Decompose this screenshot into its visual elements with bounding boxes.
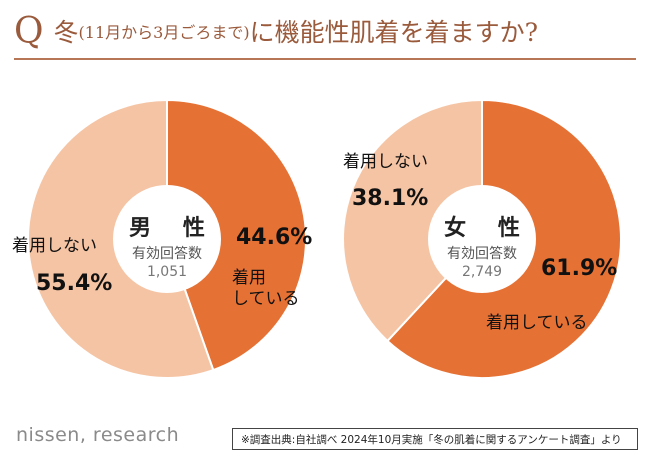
female-respondents-label: 有効回答数	[447, 246, 517, 262]
female-donut-hole	[428, 185, 536, 293]
female-center-label: 女 性 有効回答数 2,749	[432, 210, 532, 280]
source-note: ※調査出典:自社調べ 2024年10月実施「冬の肌着に関するアンケート調査」より	[232, 428, 638, 450]
male-center-label: 男 性 有効回答数 1,051	[117, 210, 217, 280]
male-respondents-label: 有効回答数	[132, 246, 202, 262]
male-not-wear-value: 55.4%	[36, 271, 113, 296]
female-wear-value: 61.9%	[541, 256, 618, 281]
male-donut-hole	[113, 185, 221, 293]
female-slice-not-wear	[342, 98, 483, 343]
female-wear-label: 着用している	[486, 313, 588, 333]
brand-logo: nissen, research	[16, 424, 180, 446]
q-mark: Q	[14, 10, 44, 52]
title-part2: に機能性肌着を着ますか?	[249, 18, 538, 47]
title-part1: 冬	[53, 18, 79, 47]
male-wear-label-line2: している	[232, 289, 300, 310]
header-rule	[14, 58, 636, 60]
female-not-wear-label: 着用しない	[343, 152, 428, 172]
male-wear-label: 着用 している	[232, 268, 300, 311]
male-respondents: 1,051	[146, 264, 188, 280]
female-title: 女 性	[444, 216, 532, 241]
male-title: 男 性	[129, 216, 217, 241]
female-not-wear-value: 38.1%	[352, 186, 429, 211]
male-wear-label-line1: 着用	[232, 268, 266, 288]
chart-header: Q 冬 (11月から3月ごろまで) に機能性肌着を着ますか?	[14, 8, 538, 54]
title-paren: (11月から3月ごろまで)	[78, 23, 250, 42]
male-slice-wear	[166, 98, 307, 372]
male-not-wear-label: 着用しない	[12, 236, 97, 256]
male-wear-value: 44.6%	[236, 225, 313, 250]
female-respondents: 2,749	[461, 264, 503, 280]
